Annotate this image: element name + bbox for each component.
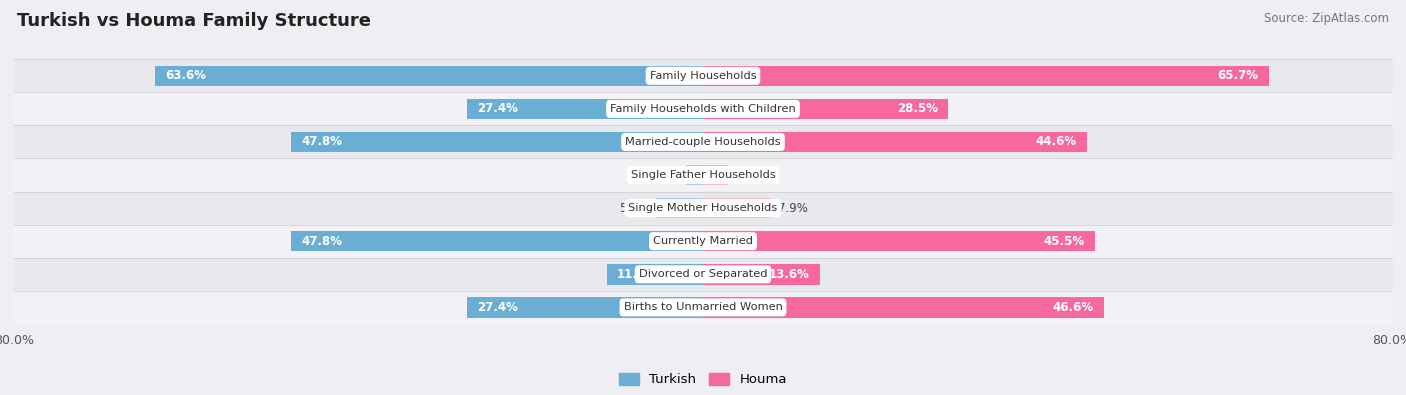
Bar bbox=[155, 66, 703, 86]
Text: Family Households with Children: Family Households with Children bbox=[610, 104, 796, 114]
Bar bbox=[655, 198, 703, 218]
Bar bbox=[291, 231, 703, 252]
Bar bbox=[703, 132, 1087, 152]
Text: Single Father Households: Single Father Households bbox=[631, 170, 775, 180]
Bar bbox=[686, 165, 703, 185]
Text: Births to Unmarried Women: Births to Unmarried Women bbox=[624, 302, 782, 312]
Bar bbox=[14, 92, 1392, 126]
Text: 27.4%: 27.4% bbox=[478, 301, 519, 314]
Text: 47.8%: 47.8% bbox=[302, 235, 343, 248]
Bar bbox=[14, 291, 1392, 324]
Text: 44.6%: 44.6% bbox=[1036, 135, 1077, 149]
Text: 28.5%: 28.5% bbox=[897, 102, 938, 115]
Bar bbox=[14, 125, 1392, 158]
Bar bbox=[291, 132, 703, 152]
Bar bbox=[14, 225, 1392, 258]
Text: Married-couple Households: Married-couple Households bbox=[626, 137, 780, 147]
Text: 7.9%: 7.9% bbox=[778, 201, 808, 214]
Bar bbox=[467, 99, 703, 119]
Bar bbox=[703, 231, 1095, 252]
Bar bbox=[14, 59, 1392, 92]
Text: 65.7%: 65.7% bbox=[1218, 69, 1258, 82]
Text: 27.4%: 27.4% bbox=[478, 102, 519, 115]
Text: 46.6%: 46.6% bbox=[1053, 301, 1094, 314]
Bar bbox=[467, 297, 703, 318]
Bar bbox=[703, 99, 949, 119]
Text: Divorced or Separated: Divorced or Separated bbox=[638, 269, 768, 279]
Text: 5.5%: 5.5% bbox=[619, 201, 648, 214]
Bar bbox=[703, 66, 1268, 86]
Text: Single Mother Households: Single Mother Households bbox=[628, 203, 778, 213]
Text: Family Households: Family Households bbox=[650, 71, 756, 81]
Text: Turkish vs Houma Family Structure: Turkish vs Houma Family Structure bbox=[17, 12, 371, 30]
Text: 47.8%: 47.8% bbox=[302, 135, 343, 149]
Legend: Turkish, Houma: Turkish, Houma bbox=[613, 367, 793, 391]
Text: Source: ZipAtlas.com: Source: ZipAtlas.com bbox=[1264, 12, 1389, 25]
Bar bbox=[703, 264, 820, 284]
Bar bbox=[703, 198, 770, 218]
Bar bbox=[703, 297, 1104, 318]
Text: 2.9%: 2.9% bbox=[735, 169, 765, 182]
Text: 11.2%: 11.2% bbox=[617, 268, 658, 281]
Text: 63.6%: 63.6% bbox=[166, 69, 207, 82]
Text: 45.5%: 45.5% bbox=[1043, 235, 1084, 248]
Bar bbox=[606, 264, 703, 284]
Bar bbox=[703, 165, 728, 185]
Bar bbox=[14, 192, 1392, 225]
Text: Currently Married: Currently Married bbox=[652, 236, 754, 246]
Bar bbox=[14, 158, 1392, 192]
Text: 2.0%: 2.0% bbox=[650, 169, 679, 182]
Bar bbox=[14, 258, 1392, 291]
Text: 13.6%: 13.6% bbox=[769, 268, 810, 281]
